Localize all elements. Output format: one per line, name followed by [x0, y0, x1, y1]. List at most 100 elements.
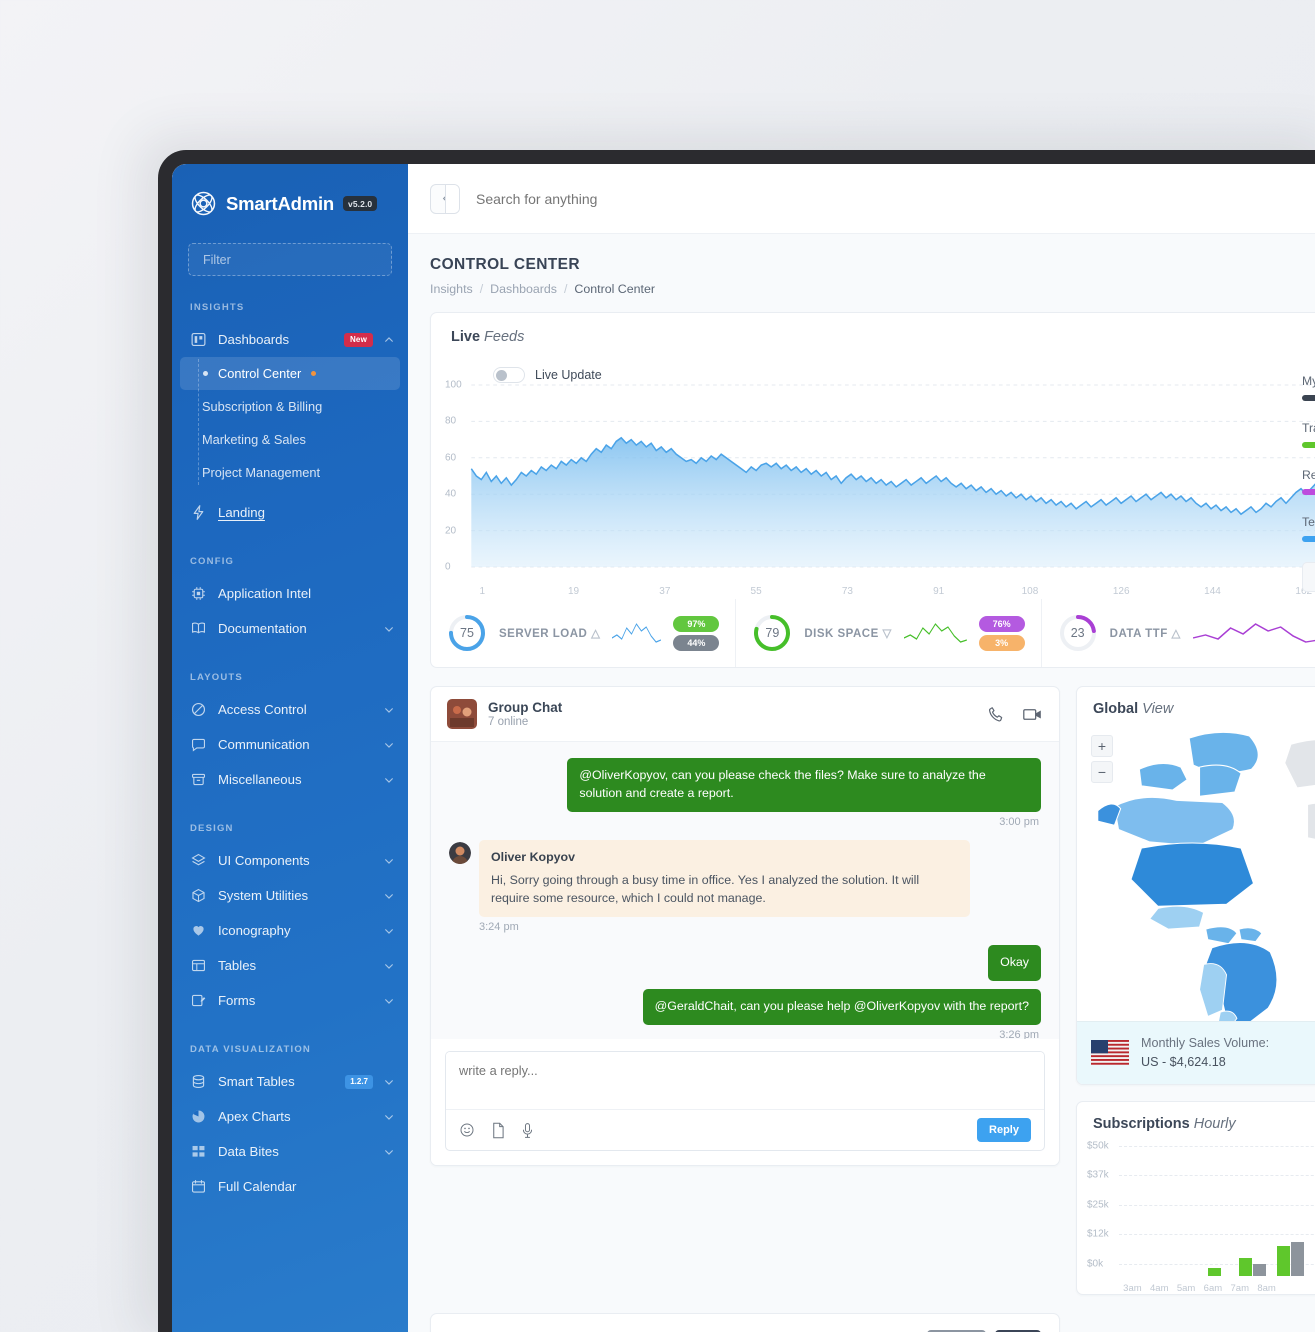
new-badge: New	[343, 332, 373, 347]
stat-label: DATA TTF △	[1109, 628, 1181, 640]
stat-pill: 97%	[673, 615, 720, 632]
mic-icon[interactable]	[521, 1122, 534, 1139]
chevron-up-icon	[385, 336, 393, 342]
task-item[interactable]: Testing	[1296, 515, 1315, 542]
reply-button[interactable]: Reply	[977, 1118, 1031, 1142]
y-tick: 40	[445, 488, 457, 500]
chevron-down-icon	[385, 707, 393, 713]
sidebar-item-communication[interactable]: Communication	[172, 727, 408, 762]
map-zoom-in-button[interactable]: +	[1091, 735, 1113, 757]
stat-card[interactable]: 75 SERVER LOAD △ 97% 44%	[431, 599, 737, 667]
live-update-toggle[interactable]: Live Update	[493, 367, 602, 383]
sidebar-item-marketing-sales[interactable]: Marketing & Sales	[172, 423, 408, 456]
emoji-icon[interactable]	[459, 1122, 475, 1138]
trend-up-icon: △	[591, 628, 601, 640]
sidebar-item-full-calendar[interactable]: Full Calendar	[172, 1169, 408, 1204]
form-icon	[191, 994, 206, 1007]
sidebar-item-control-center[interactable]: Control Center	[180, 357, 400, 390]
file-icon[interactable]	[491, 1122, 505, 1139]
bar	[1207, 1267, 1221, 1276]
calendar-icon	[191, 1179, 206, 1193]
stat-pills: 76% 3%	[978, 615, 1025, 651]
sidebar-item-access-control[interactable]: Access Control	[172, 692, 408, 727]
live-feeds-chart: Live Update	[431, 349, 1315, 599]
task-item[interactable]: My Tasks	[1296, 374, 1315, 401]
map-zoom-out-button[interactable]: −	[1091, 761, 1113, 783]
task-label: Testing	[1302, 515, 1315, 529]
breadcrumb: Insights / Dashboards / Control Center	[430, 282, 1315, 296]
sidebar-item-landing[interactable]: Landing	[172, 495, 408, 530]
sidebar-item-label: Documentation	[218, 621, 307, 636]
chevron-down-icon	[385, 893, 393, 899]
stat-card[interactable]: 79 DISK SPACE ▽ 76% 3%	[736, 599, 1042, 667]
sidebar-item-subscription-billing[interactable]: Subscription & Billing	[172, 390, 408, 423]
task-item[interactable]: Transfer	[1296, 421, 1315, 448]
breadcrumb-item[interactable]: Dashboards	[490, 282, 557, 296]
sidebar-item-forms[interactable]: Forms	[172, 983, 408, 1018]
us-flag-icon	[1091, 1040, 1129, 1066]
video-icon[interactable]	[1022, 705, 1043, 724]
chat-message-row: Okay	[449, 944, 1041, 981]
chip-icon	[192, 587, 205, 600]
app-screen: SmartAdmin v5.2.0 Filter INSIGHTS Dashbo…	[172, 164, 1315, 1332]
sidebar-item-miscellaneous[interactable]: Miscellaneous	[172, 762, 408, 797]
reply-textarea[interactable]	[446, 1052, 1044, 1104]
sidebar-item-data-bites[interactable]: Data Bites	[172, 1134, 408, 1169]
main-area: CONTROL CENTER Insights / Dashboards / C…	[408, 164, 1315, 1332]
layers-icon	[191, 853, 206, 866]
sidebar-item-dashboards[interactable]: Dashboards New	[172, 322, 408, 357]
x-tick: 19	[568, 586, 580, 597]
group-chat-card: Group Chat 7 online	[430, 686, 1060, 1166]
task-label: Transfer	[1302, 421, 1315, 435]
sidebar-item-label: Landing	[218, 505, 265, 520]
sidebar-item-label: Application Intel	[218, 586, 312, 601]
status-dot-icon	[311, 371, 317, 376]
x-tick: 7am	[1230, 1282, 1249, 1294]
today-button[interactable]: Today	[927, 1329, 986, 1332]
sidebar-item-documentation[interactable]: Documentation	[172, 611, 408, 646]
composer-toolbar: Reply	[446, 1109, 1044, 1150]
toggle-switch-icon[interactable]	[493, 367, 525, 383]
sidebar-collapse-button[interactable]	[430, 183, 460, 214]
chat-online-count: 7 online	[488, 716, 529, 728]
sidebar-item-apex-charts[interactable]: Apex Charts	[172, 1099, 408, 1134]
card-title-em: Hourly	[1193, 1115, 1236, 1132]
brand[interactable]: SmartAdmin v5.2.0	[172, 164, 408, 217]
sidebar-item-ui-components[interactable]: UI Components	[172, 843, 408, 878]
sidebar-filter-input[interactable]: Filter	[188, 243, 392, 276]
subscriptions-card: Subscriptions Hourly $0k $12k $25k $37k $50k…	[1076, 1100, 1315, 1295]
chat-bubble-outgoing: Okay	[988, 944, 1041, 981]
sidebar-item-label: Access Control	[218, 702, 307, 717]
table-icon	[191, 959, 206, 972]
chat-bubble-outgoing: @GeraldChait, can you please help @Olive…	[642, 988, 1041, 1025]
subscriptions-bar-chart: $0k $12k $25k $37k $50k 3am 4am 5am 6am 7am 8am	[1077, 1134, 1315, 1294]
live-feeds-card: Live Feeds Live Update	[430, 312, 1315, 600]
topbar	[408, 164, 1315, 234]
sidebar-item-tables[interactable]: Tables	[172, 948, 408, 983]
bar-group	[1157, 1146, 1195, 1276]
bolt-icon	[193, 505, 204, 520]
sidebar-item-application-intel[interactable]: Application Intel	[172, 576, 408, 611]
calendar-controls: Today ‹ ›	[927, 1329, 1041, 1332]
world-map[interactable]: + −	[1077, 721, 1315, 1021]
x-tick: 162	[1295, 586, 1313, 597]
stat-card[interactable]: 23 DATA TTF △	[1042, 599, 1315, 667]
sidebar-item-smart-tables[interactable]: Smart Tables 1.2.7	[172, 1064, 408, 1099]
task-add-box[interactable]	[1302, 562, 1315, 592]
page-title: CONTROL CENTER	[430, 256, 580, 273]
y-tick: $37k	[1087, 1169, 1109, 1181]
task-label: Resolved	[1302, 468, 1315, 482]
task-label: My Tasks	[1302, 374, 1315, 388]
sidebar-item-iconography[interactable]: Iconography	[172, 913, 408, 948]
sidebar-item-label: Dashboards	[218, 332, 290, 347]
chat-messages: @OliverKopyov, can you please check the …	[431, 742, 1059, 1039]
phone-icon[interactable]	[987, 705, 1006, 724]
bar	[1238, 1258, 1252, 1276]
brand-version-badge: v5.2.0	[343, 196, 378, 211]
search-input[interactable]	[476, 190, 1315, 207]
card-title-main: Global	[1093, 701, 1139, 717]
breadcrumb-item[interactable]: Insights	[430, 282, 473, 296]
sidebar-item-system-utilities[interactable]: System Utilities	[172, 878, 408, 913]
sidebar-item-project-management[interactable]: Project Management	[172, 456, 408, 489]
task-item[interactable]: Resolved	[1296, 468, 1315, 495]
